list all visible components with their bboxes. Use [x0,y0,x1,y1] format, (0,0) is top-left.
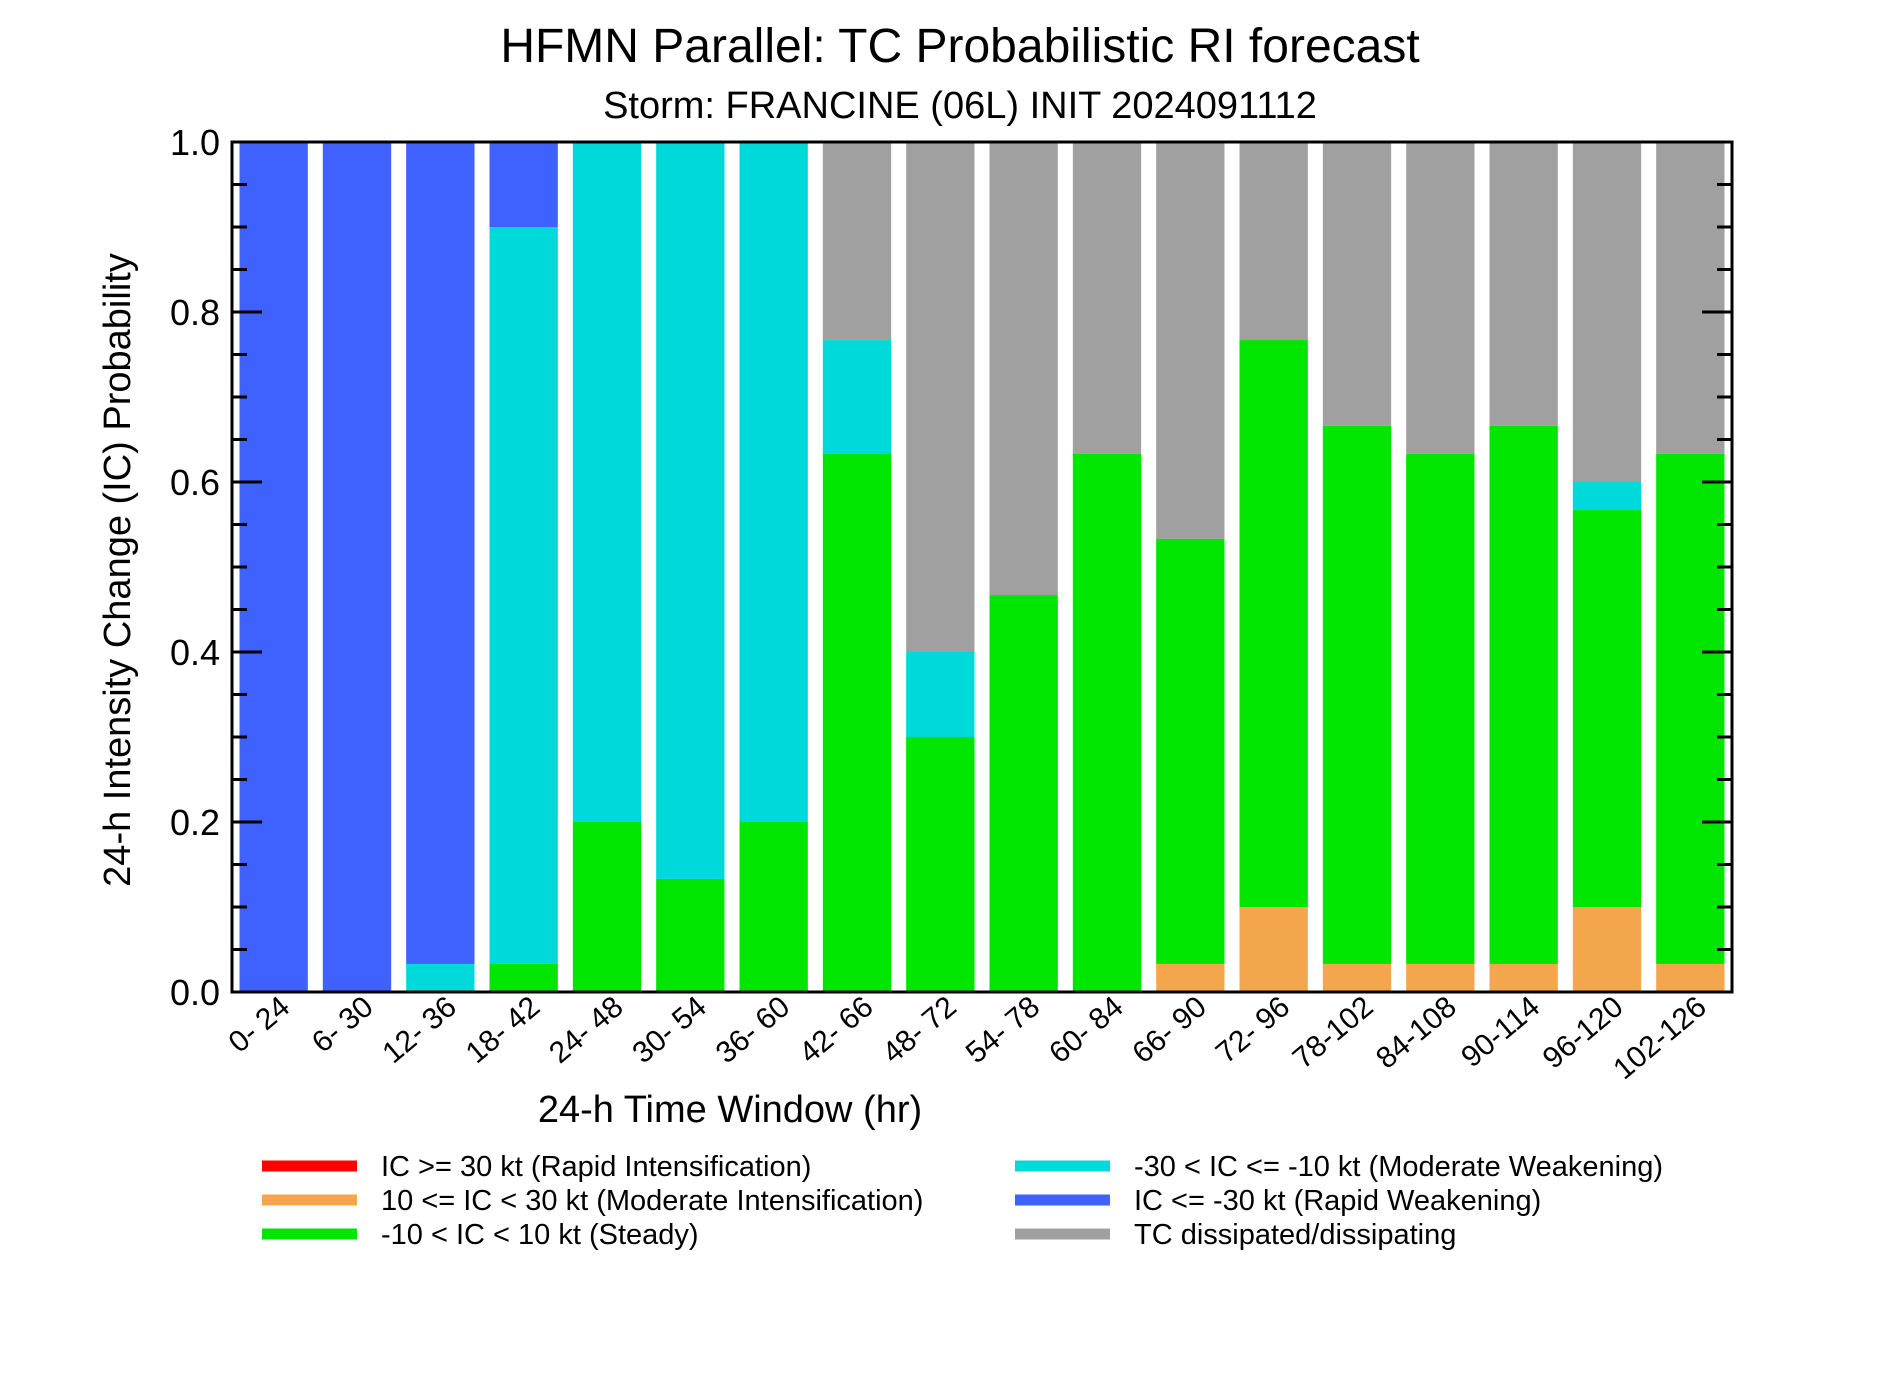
x-tick-label: 72- 96 [1210,990,1296,1070]
x-tick-label: 12- 36 [376,990,462,1070]
legend-label-5: TC dissipated/dissipating [1134,1219,1456,1251]
bar-segment-2-4 [406,142,475,964]
bar-segment-11-5 [1156,142,1225,539]
legend-label-4: IC <= -30 kt (Rapid Weakening) [1134,1185,1541,1217]
bar-segment-8-2 [906,737,975,992]
bar-segment-6-3 [739,142,808,822]
legend-label-1: 10 <= IC < 30 kt (Moderate Intensificati… [381,1185,923,1217]
x-tick-label: 66- 90 [1126,990,1212,1070]
bar-segment-7-3 [822,340,892,454]
bar-segment-13-1 [1322,963,1392,992]
bar-segment-14-5 [1406,142,1475,454]
bar-segment-17-1 [1656,963,1725,992]
bar-segment-4-3 [572,142,642,822]
bar-segment-16-5 [1572,142,1642,482]
y-axis-title: 24-h Intensity Change (IC) Probability [97,253,139,887]
bar-segment-8-3 [906,652,975,737]
bar-segment-13-2 [1322,425,1392,964]
y-tick-label: 0.2 [170,802,220,843]
bar-segment-5-3 [656,142,725,879]
bar-segment-10-5 [1072,142,1142,454]
bar-segment-8-5 [906,142,975,652]
bar-segment-11-2 [1156,538,1225,964]
bar-segment-15-2 [1489,425,1558,964]
bar-segment-2-3 [406,963,475,992]
x-tick-label: 6- 30 [306,990,380,1059]
bar-segment-10-2 [1072,453,1142,992]
bar-segment-14-1 [1406,963,1475,992]
bar-segment-0-4 [239,142,308,992]
bar-segment-6-2 [739,822,808,992]
bar-segment-16-1 [1572,907,1642,992]
bar-segment-12-1 [1239,907,1308,992]
x-tick-label: 36- 60 [710,990,796,1070]
bar-segment-3-4 [489,142,558,227]
y-tick-label: 0.4 [170,632,220,673]
legend: IC >= 30 kt (Rapid Intensification)10 <=… [262,1151,1663,1251]
bar-segment-7-2 [822,453,892,992]
bar-segment-17-2 [1656,453,1725,964]
bar-segment-7-5 [822,142,892,341]
bar-segment-14-2 [1406,453,1475,964]
bar-segment-3-3 [489,227,558,964]
bar-segment-3-2 [489,963,558,992]
bar-segment-11-1 [1156,963,1225,992]
x-tick-label: 30- 54 [626,990,712,1070]
bar-segment-5-2 [656,878,725,992]
x-tick-label: 18- 42 [460,990,546,1070]
bar-segment-4-2 [572,822,642,992]
bar-segment-12-5 [1239,142,1308,341]
y-tick-label: 0.8 [170,292,220,333]
y-tick-label: 0.6 [170,462,220,503]
bar-segment-12-2 [1239,340,1308,907]
chart-subtitle: Storm: FRANCINE (06L) INIT 2024091112 [603,85,1317,127]
y-tick-label: 0.0 [170,972,220,1013]
x-tick-label: 84-108 [1370,990,1463,1075]
bar-segment-9-5 [989,142,1058,596]
bar-segment-1-4 [322,142,392,992]
x-tick-label: 54- 78 [960,990,1046,1070]
bar-segment-13-5 [1322,142,1392,426]
x-tick-label: 0- 24 [223,990,297,1059]
x-tick-label: 90-114 [1455,990,1546,1074]
chart-title: HFMN Parallel: TC Probabilistic RI forec… [500,20,1419,73]
bar-segment-16-2 [1572,510,1642,907]
legend-label-2: -10 < IC < 10 kt (Steady) [381,1219,699,1251]
x-tick-label: 42- 66 [793,990,879,1070]
x-tick-label: 102-126 [1607,990,1713,1086]
legend-label-0: IC >= 30 kt (Rapid Intensification) [381,1151,811,1183]
x-tick-label: 24- 48 [543,990,629,1070]
bars-group [239,142,1725,992]
legend-label-3: -30 < IC <= -10 kt (Moderate Weakening) [1134,1151,1663,1183]
bar-segment-9-2 [989,595,1058,992]
x-tick-label: 60- 84 [1043,990,1129,1070]
bar-segment-16-3 [1572,482,1642,511]
y-tick-label: 1.0 [170,122,220,163]
x-tick-label: 48- 72 [876,990,962,1070]
bar-segment-15-5 [1489,142,1558,426]
x-axis-title: 24-h Time Window (hr) [538,1089,922,1131]
x-tick-label: 78-102 [1287,990,1380,1075]
bar-segment-15-1 [1489,963,1558,992]
bar-segment-17-5 [1656,142,1725,454]
